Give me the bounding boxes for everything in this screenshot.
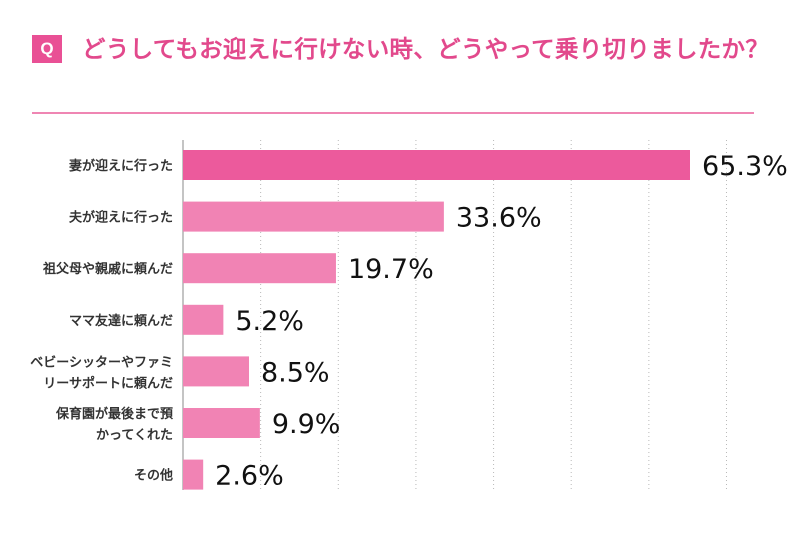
value-label: 33.6% [456,203,542,234]
category-label: リーサポートに頼んだ [43,375,173,391]
value-label: 8.5% [261,357,330,388]
bar [183,150,690,180]
value-label: 9.9% [272,409,341,440]
bar [183,356,249,387]
value-label: 5.2% [235,306,304,337]
value-label: 65.3% [702,151,788,182]
bar [183,201,444,232]
bar [183,253,336,284]
category-label: 妻が迎えに行った [69,158,173,174]
value-label: 19.7% [348,254,434,285]
bar [183,459,204,490]
category-label: 夫が迎えに行った [69,210,173,226]
bar [183,304,224,335]
title-divider [32,112,754,114]
category-label: かってくれた [96,428,173,443]
question-title: どうしてもお迎えに行けない時、どうやって乗り切りましたか？ [82,35,770,63]
question-badge: Q [32,35,62,63]
category-label: 祖父母や親戚に頼んだ [42,261,173,277]
bar [183,408,260,438]
value-label: 2.6% [215,461,284,492]
category-label: その他 [134,468,173,484]
category-label: 保育園が最後まで預 [55,406,174,422]
category-label: ママ友達に頼んだ [69,313,173,329]
category-label: ベビーシッターやファミ [30,354,173,370]
